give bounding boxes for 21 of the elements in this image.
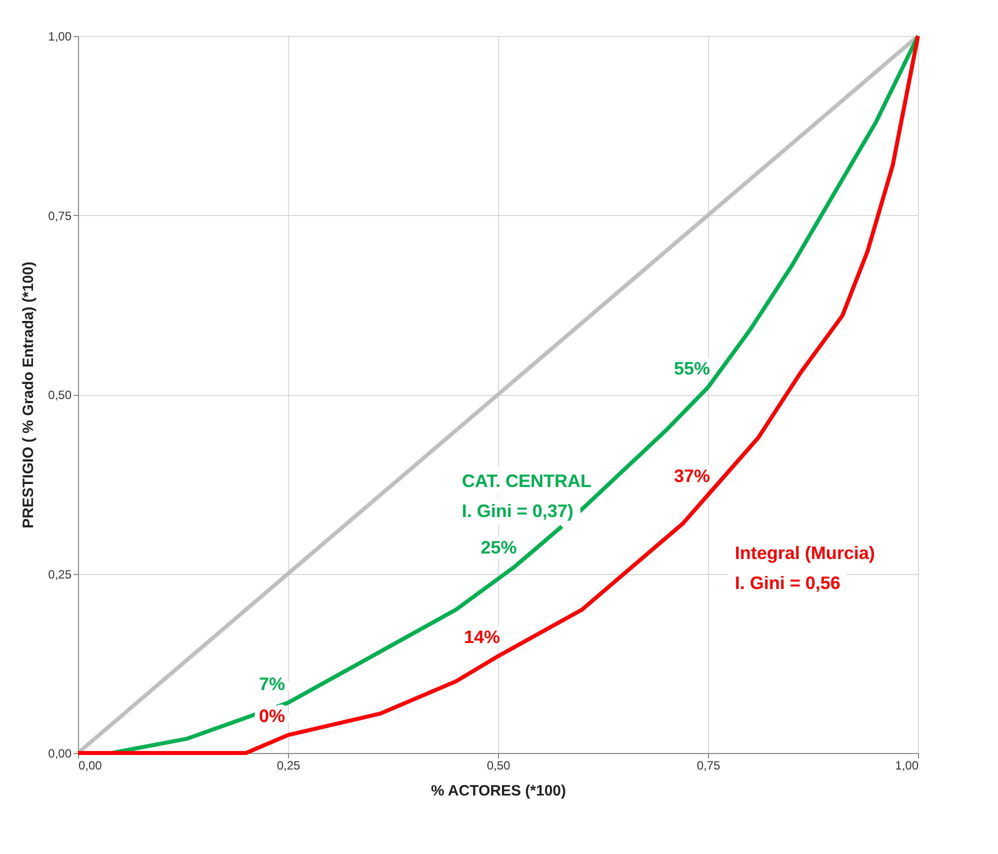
series-label: CAT. CENTRAL — [462, 470, 592, 491]
annotation: 0% — [258, 706, 286, 726]
x-tick-label: 1,00 — [895, 758, 919, 772]
x-tick-label: 0,75 — [696, 758, 720, 772]
text: Integral (Murcia) — [734, 543, 875, 564]
y-tick-label: 1,00 — [48, 30, 72, 44]
y-tick-label: 0,50 — [48, 388, 72, 402]
y-axis-title: PRESTIGIO ( % Grado Entrada) (*100) — [20, 262, 38, 528]
x-axis-title: % ACTORES (*100) — [430, 782, 566, 800]
x-tick-label: 0,00 — [78, 758, 102, 772]
annotation: 14% — [464, 627, 500, 648]
y-tick-label: 0,00 — [48, 746, 72, 760]
annotation: 37% — [674, 466, 710, 486]
annotation: I. Gini = 0,56 — [734, 573, 840, 594]
y-tick-label: 0,75 — [48, 208, 72, 223]
annotation: 55% — [674, 358, 710, 378]
x-tick-label: 0,50 — [486, 758, 510, 772]
annotation: 7% — [258, 674, 286, 694]
x-tick-label: 0,25 — [276, 758, 300, 772]
y-tick-label: 0,25 — [48, 567, 72, 582]
annotation: 25% — [480, 538, 517, 558]
